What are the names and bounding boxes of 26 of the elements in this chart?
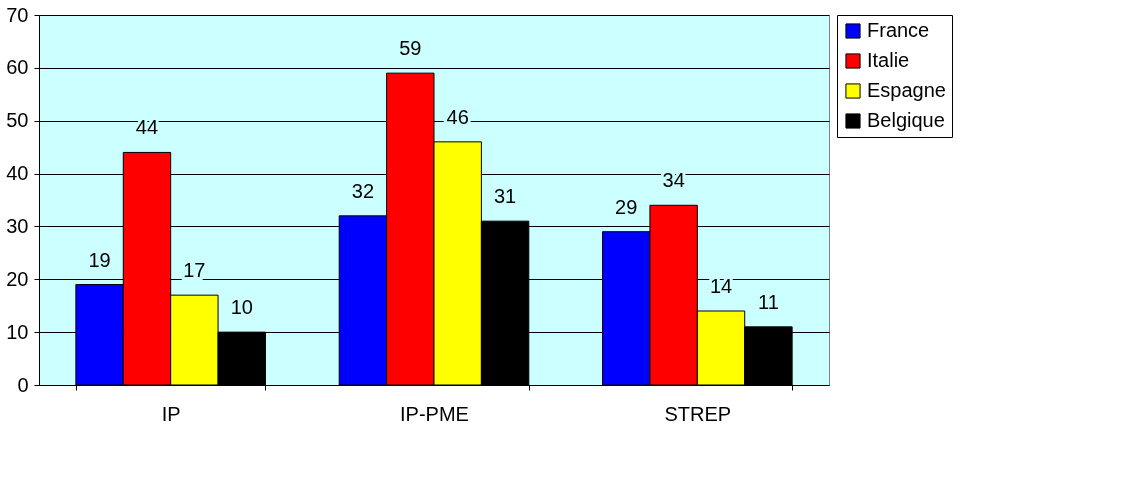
- data-label: 29: [615, 195, 638, 218]
- data-label: 34: [662, 169, 685, 192]
- legend-label: Espagne: [867, 79, 946, 101]
- y-tick-label: 60: [6, 56, 29, 79]
- data-label: 19: [88, 248, 111, 271]
- legend-label: Belgique: [867, 109, 945, 131]
- data-label: 10: [230, 296, 253, 319]
- x-tick-label: STREP: [664, 402, 732, 425]
- y-tick-label: 0: [17, 373, 29, 396]
- data-label: 44: [135, 116, 159, 139]
- data-label: 32: [351, 179, 375, 202]
- data-label: 14: [709, 275, 733, 297]
- data-label: 59: [399, 37, 422, 60]
- y-tick-label: 10: [6, 320, 29, 343]
- y-tick-label: 20: [6, 267, 29, 290]
- y-tick-label: 50: [6, 109, 29, 132]
- x-tick-label: IP-PME: [400, 402, 469, 425]
- y-tick-label: 70: [6, 3, 29, 26]
- legend-label: France: [867, 19, 930, 41]
- x-tick-label: IP: [161, 402, 181, 425]
- data-label: 31: [493, 185, 517, 208]
- data-label: 17: [183, 259, 206, 282]
- y-tick-label: 40: [6, 162, 29, 185]
- legend-label: Italie: [867, 49, 910, 71]
- y-tick-label: 30: [6, 214, 29, 237]
- data-label: 11: [758, 290, 779, 313]
